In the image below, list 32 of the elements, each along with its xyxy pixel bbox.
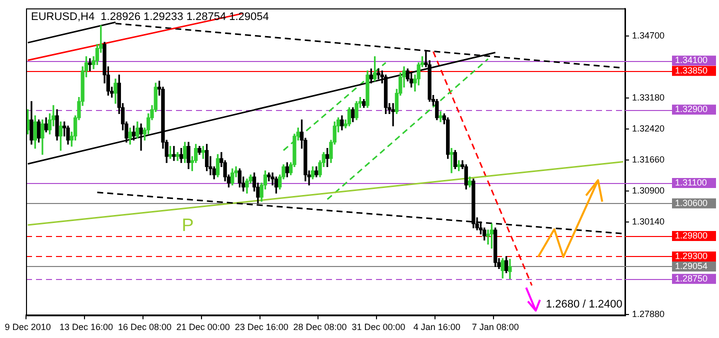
ref-line-label: 1.32900 — [675, 104, 708, 114]
x-tick-label: 23 Dec 16:00 — [234, 322, 288, 332]
ref-line-label: 1.34100 — [675, 55, 708, 66]
x-tick-label: 7 Jan 08:00 — [472, 322, 519, 332]
y-tick-label: 1.32420 — [632, 124, 665, 134]
x-tick-label: 28 Dec 08:00 — [293, 322, 347, 332]
x-tick-label: 21 Dec 00:00 — [176, 322, 230, 332]
candlestick — [450, 148, 454, 174]
ref-line-label: 1.29054 — [675, 260, 708, 271]
chart-title: EURUSD,H4 1.28926 1.29233 1.28754 1.29054 — [31, 10, 269, 23]
annotation: P — [182, 215, 194, 236]
ref-line-label: 1.28750 — [675, 273, 708, 284]
y-tick-label: 1.34700 — [632, 30, 665, 41]
y-tick-label: 1.30140 — [632, 216, 665, 227]
ref-line-label: 1.30600 — [675, 198, 708, 208]
ref-line-label: 1.33850 — [675, 65, 708, 76]
x-tick-label: 13 Dec 16:00 — [59, 322, 114, 332]
candlestick — [376, 68, 380, 80]
y-tick-label: 1.27880 — [632, 308, 665, 319]
y-tick-label: 1.31660 — [632, 154, 665, 165]
annotation: 1.2680 / 1.2400 — [546, 298, 622, 310]
candlestick — [172, 146, 176, 161]
x-tick-label: 9 Dec 2010 — [4, 322, 51, 332]
y-tick-label: 1.30900 — [632, 186, 665, 196]
ref-line-label: 1.31100 — [675, 178, 707, 188]
x-tick-label: 31 Dec 00:00 — [352, 322, 406, 332]
ref-line-label: 1.29300 — [675, 250, 708, 261]
y-tick-label: 1.33180 — [632, 92, 665, 103]
x-tick-label: 16 Dec 08:00 — [118, 322, 172, 332]
candlestick — [391, 103, 395, 126]
x-tick-label: 4 Jan 16:00 — [413, 322, 460, 332]
ref-line-label: 1.29800 — [675, 230, 708, 241]
